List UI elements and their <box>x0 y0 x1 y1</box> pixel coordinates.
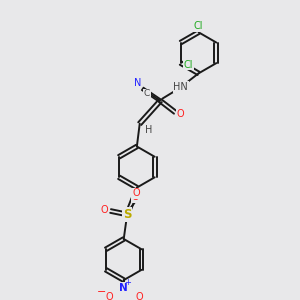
Text: N: N <box>119 283 128 293</box>
Text: O: O <box>176 110 184 119</box>
Text: O: O <box>100 205 108 215</box>
Text: H: H <box>145 125 152 135</box>
Text: HN: HN <box>173 82 188 92</box>
Text: Cl: Cl <box>194 21 203 31</box>
Text: O: O <box>136 292 143 300</box>
Text: O: O <box>105 292 113 300</box>
Text: O: O <box>132 192 140 202</box>
Text: O: O <box>133 188 140 198</box>
Text: Cl: Cl <box>184 59 194 70</box>
Text: +: + <box>124 278 131 287</box>
Text: S: S <box>123 208 131 221</box>
Text: C: C <box>144 89 150 98</box>
Text: −: − <box>97 287 106 297</box>
Text: N: N <box>134 77 141 88</box>
